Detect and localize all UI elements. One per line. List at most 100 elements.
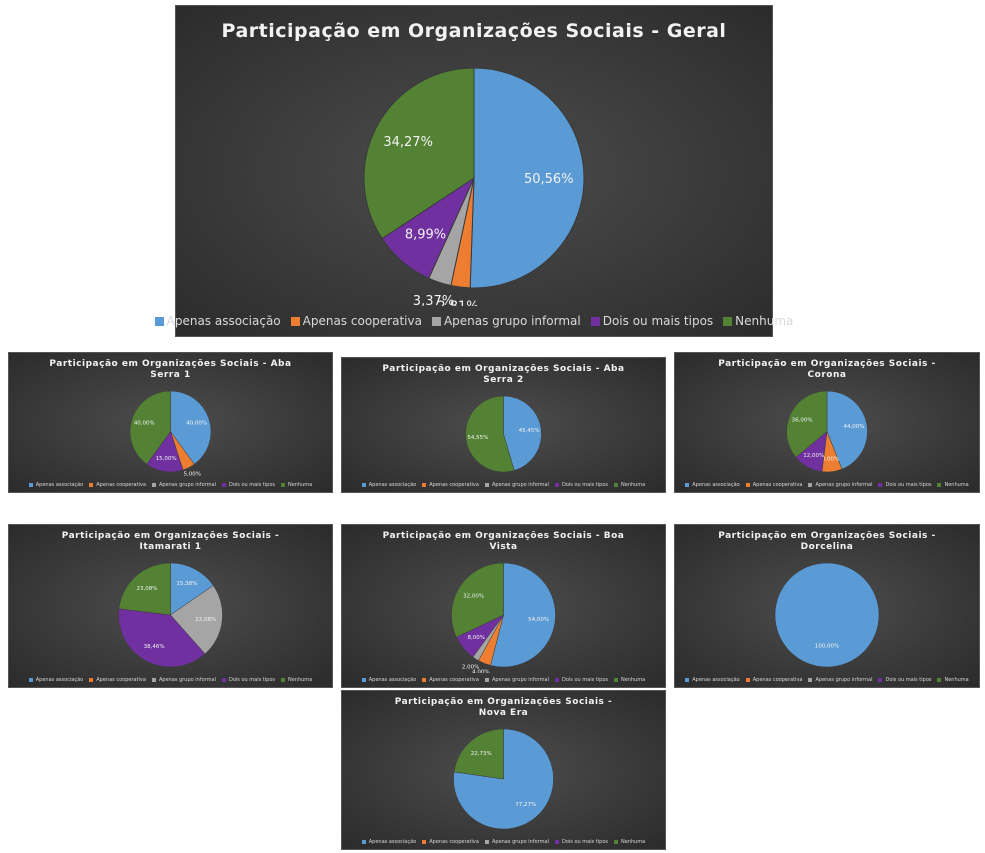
legend-item: Apenas grupo informal — [808, 673, 872, 687]
data-label: 50,56% — [524, 172, 574, 187]
data-label: 45,45% — [519, 428, 540, 434]
legend-swatch — [484, 483, 489, 487]
pie-slice — [170, 585, 223, 655]
legend: Apenas associação Apenas cooperativa Apena… — [675, 478, 979, 492]
legend-item: Apenas associação — [154, 306, 281, 336]
legend-label: Apenas associação — [692, 482, 740, 488]
legend-item: Nenhuma — [280, 478, 312, 492]
legend: Apenas associação Apenas cooperativa Apena… — [342, 673, 665, 687]
legend-swatch — [745, 483, 750, 487]
legend-swatch — [361, 840, 366, 844]
legend-swatch — [613, 678, 618, 682]
chart-title: Participação em Organizações Sociais - B… — [382, 531, 625, 552]
legend: Apenas associação Apenas cooperativa Apena… — [9, 673, 332, 687]
legend-item: Apenas grupo informal — [431, 306, 581, 336]
legend-item: Apenas cooperativa — [89, 478, 146, 492]
legend-swatch — [280, 483, 285, 487]
legend-label: Dois ou mais tipos — [602, 314, 714, 328]
pie-slice — [363, 67, 475, 240]
data-label: 23,08% — [195, 617, 216, 623]
legend-swatch — [431, 316, 441, 326]
legend-swatch — [808, 483, 813, 487]
legend-label: Nenhuma — [620, 839, 646, 845]
pie-slice — [118, 608, 206, 668]
legend-swatch — [613, 840, 618, 844]
legend-label: Apenas associação — [368, 839, 417, 845]
legend-label: Nenhuma — [944, 677, 969, 683]
legend-label: Dois ou mais tipos — [561, 482, 608, 488]
chart-title: Participação em Organizações Sociais - N… — [394, 697, 613, 718]
legend-item: Nenhuma — [613, 478, 646, 492]
legend-item: Apenas associação — [361, 478, 416, 492]
legend-swatch — [89, 678, 94, 682]
pie-area: 45,45% 54,55% — [465, 395, 542, 473]
legend-item: Nenhuma — [280, 673, 313, 687]
legend-item: Nenhuma — [937, 673, 969, 687]
legend-item: Dois ou mais tipos — [221, 673, 275, 687]
pie-slice — [826, 390, 868, 470]
legend-label: Dois ou mais tipos — [228, 482, 275, 488]
pie-slice — [170, 390, 212, 465]
legend-swatch — [361, 678, 366, 682]
legend-swatch — [221, 678, 226, 682]
legend-item: Nenhuma — [613, 835, 646, 849]
data-label: 2,00% — [462, 664, 479, 670]
legend-label: Dois ou mais tipos — [228, 677, 275, 683]
pie-slice — [170, 562, 214, 616]
legend-label: Apenas associação — [368, 677, 417, 683]
legend: Apenas associação Apenas cooperativa Apena… — [342, 835, 665, 849]
legend-swatch — [151, 678, 156, 682]
legend-item: Apenas associação — [685, 478, 740, 492]
legend-label: Nenhuma — [944, 482, 969, 488]
legend-item: Apenas associação — [685, 673, 740, 687]
legend-swatch — [723, 316, 733, 326]
legend-label: Nenhuma — [735, 314, 794, 328]
legend-swatch — [280, 678, 285, 682]
data-label: 77,27% — [515, 802, 536, 808]
legend-swatch — [422, 483, 427, 487]
legend-label: Apenas associação — [692, 677, 740, 683]
legend-item: Apenas associação — [361, 835, 417, 849]
legend-swatch — [745, 678, 750, 682]
legend-label: Nenhuma — [287, 677, 313, 683]
pie-area: 40,00% 5,00% 15,00% 40,00% — [129, 390, 212, 478]
chart-panel: Participação em Organizações Sociais - N… — [341, 690, 666, 850]
legend-label: Apenas associação — [35, 482, 84, 488]
pie-slice — [453, 728, 504, 780]
legend-swatch — [554, 678, 559, 682]
pie-slice — [469, 67, 585, 289]
legend-item: Dois ou mais tipos — [554, 673, 608, 687]
data-label: 2,81% — [437, 299, 478, 306]
legend-label: Dois ou mais tipos — [885, 677, 932, 683]
legend-item: Apenas grupo informal — [151, 478, 216, 492]
legend: Apenas associação Apenas cooperativa Apena… — [154, 306, 793, 336]
data-label: 23,08% — [137, 586, 158, 592]
legend-label: Nenhuma — [620, 482, 646, 488]
legend-swatch — [937, 678, 942, 682]
legend-item: Apenas cooperativa — [422, 835, 479, 849]
legend-swatch — [554, 840, 559, 844]
chart-panel: Participação em Organizações Sociais - A… — [8, 352, 333, 493]
legend-swatch — [484, 840, 489, 844]
legend-label: Apenas grupo informal — [491, 482, 549, 488]
legend-item: Apenas cooperativa — [745, 478, 802, 492]
legend-item: Apenas cooperativa — [745, 673, 802, 687]
legend-label: Apenas cooperativa — [96, 482, 146, 488]
legend-item: Apenas cooperativa — [89, 673, 146, 687]
legend-swatch — [878, 678, 883, 682]
legend-label: Apenas grupo informal — [158, 677, 216, 683]
data-label: 8,99% — [405, 227, 446, 242]
legend-item: Nenhuma — [937, 478, 969, 492]
legend-label: Dois ou mais tipos — [885, 482, 932, 488]
data-label: 40,00% — [134, 420, 155, 426]
legend-label: Nenhuma — [620, 677, 646, 683]
legend-swatch — [28, 678, 33, 682]
legend-label: Apenas grupo informal — [815, 482, 873, 488]
legend-label: Apenas grupo informal — [815, 677, 873, 683]
pie-slice — [490, 562, 556, 668]
pie-slice — [774, 562, 880, 668]
legend-item: Apenas cooperativa — [422, 673, 479, 687]
data-label: 22,73% — [471, 751, 492, 757]
pie-area: 50,56% 2,81%3,37% 8,99% 34,27% — [363, 67, 585, 306]
legend-item: Apenas grupo informal — [484, 835, 549, 849]
